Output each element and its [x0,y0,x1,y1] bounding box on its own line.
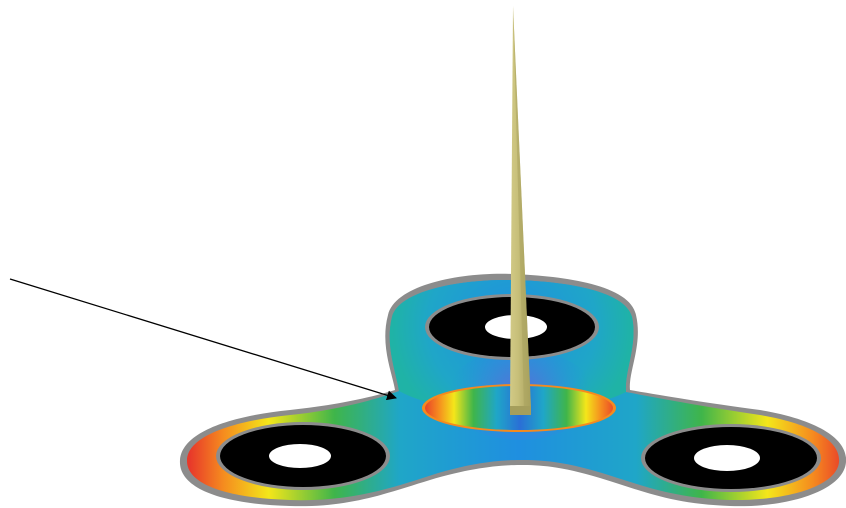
spike [510,6,531,415]
bearing-left [216,422,390,490]
spike-base [510,406,531,415]
bearing-right [641,424,821,492]
spike-shadow-edge [513,6,531,408]
pointer-arrow [9,278,397,401]
